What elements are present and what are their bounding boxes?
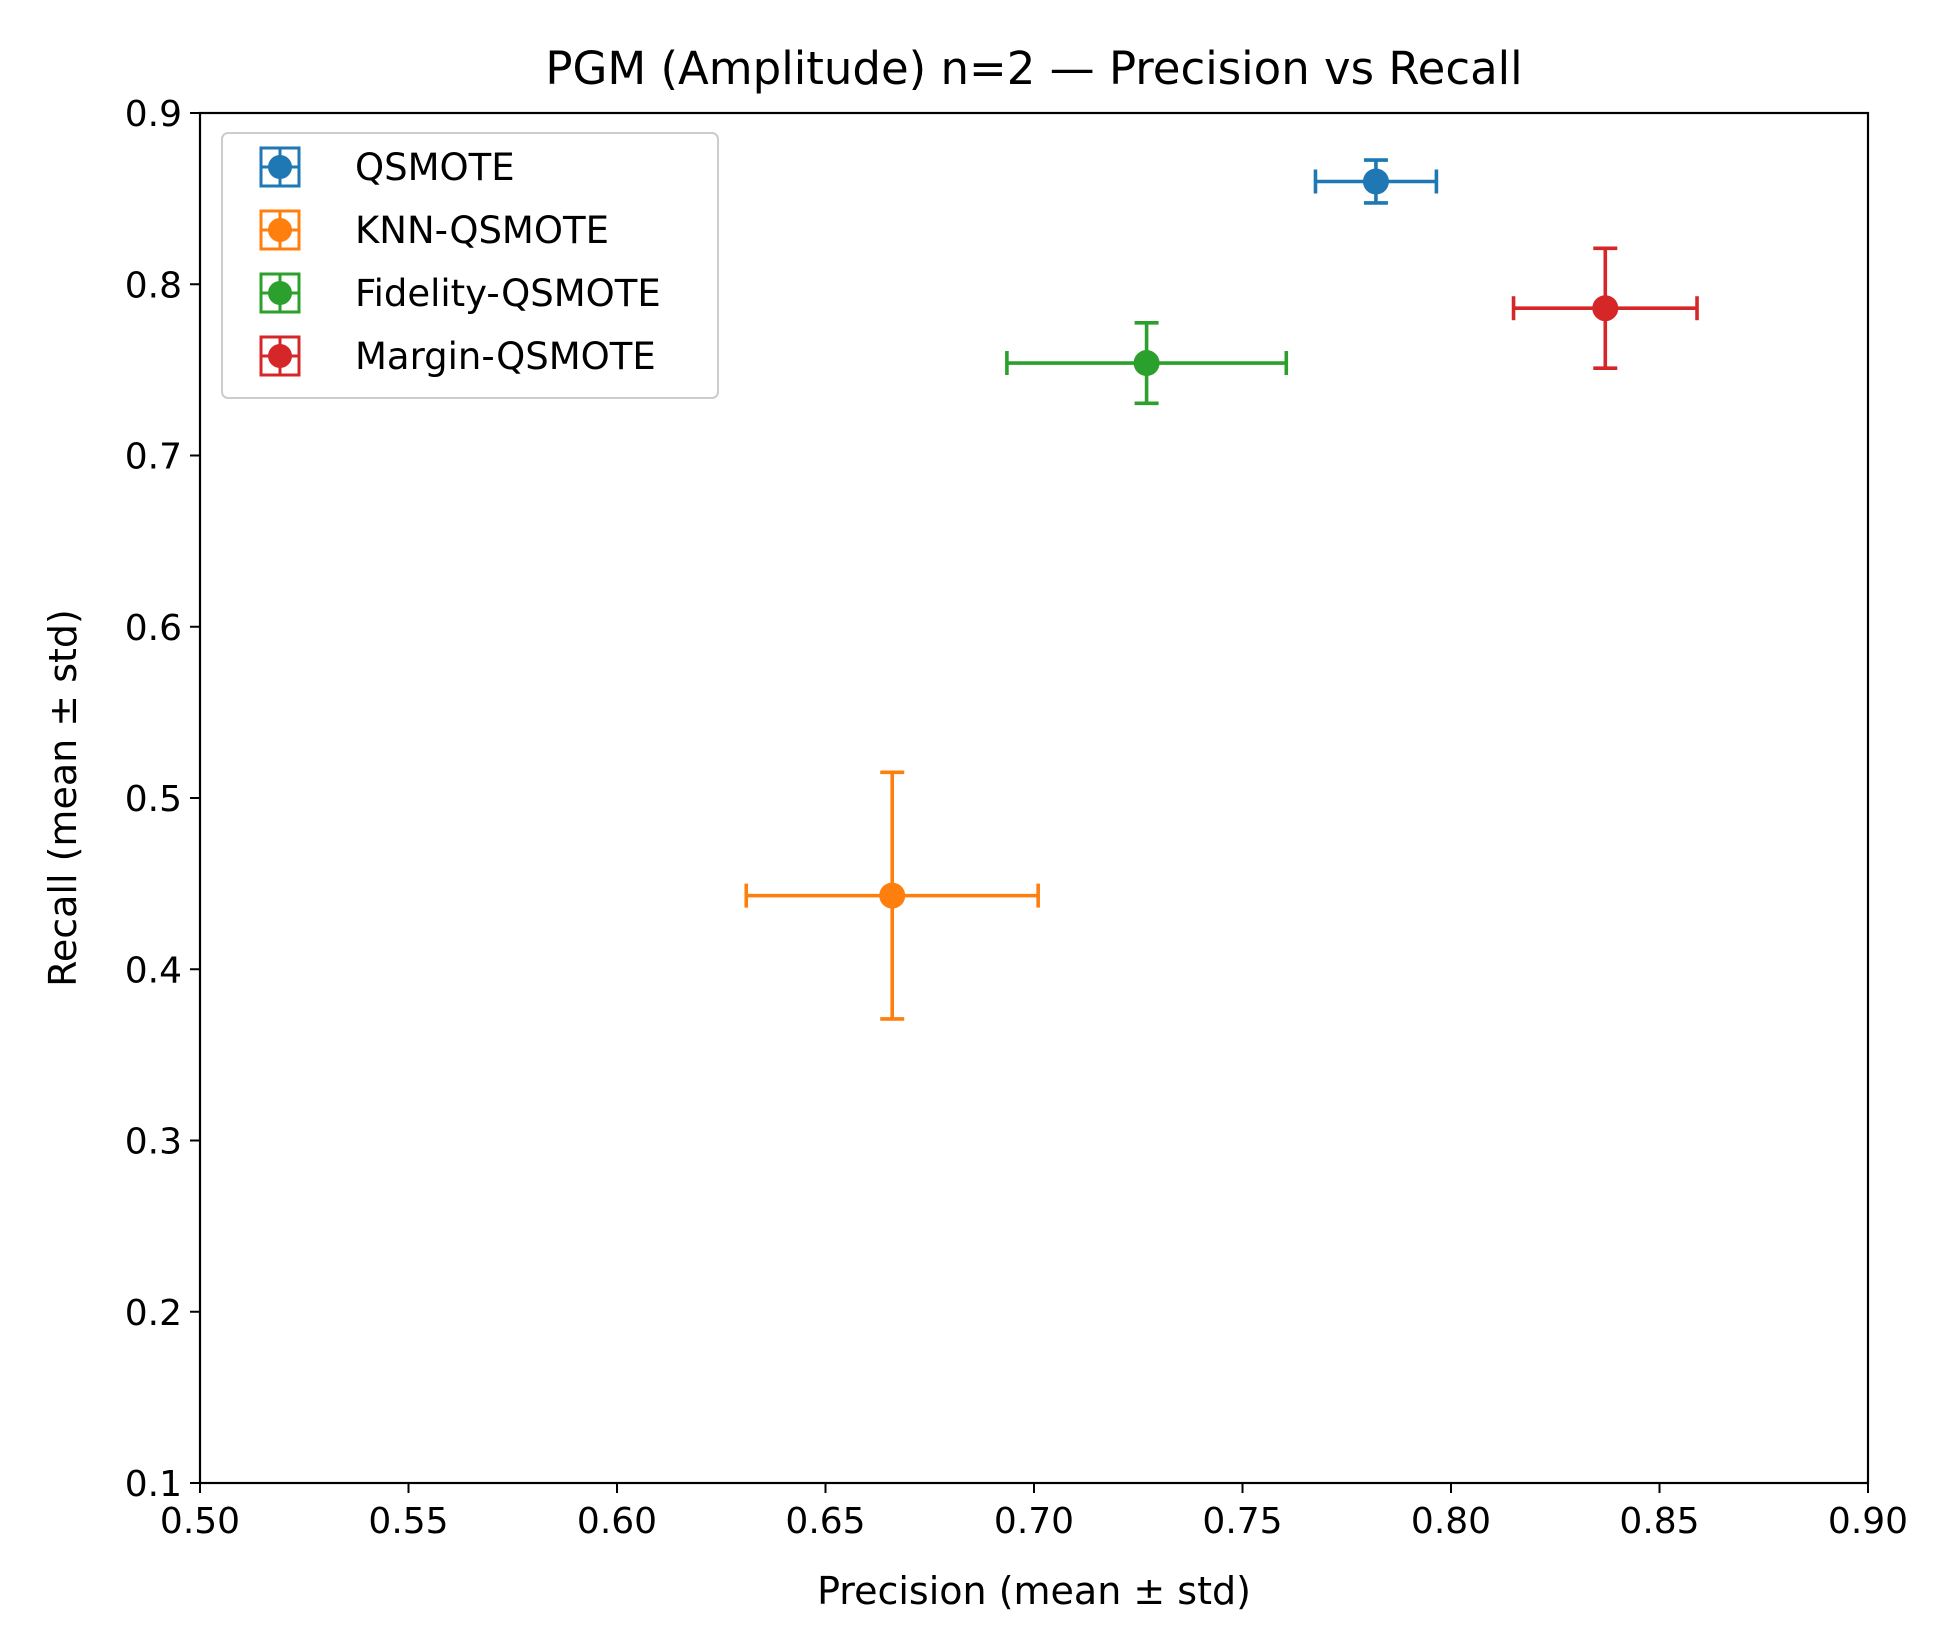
x-tick-label: 0.80 <box>1411 1501 1491 1542</box>
data-point <box>1362 168 1389 195</box>
x-tick-label: 0.60 <box>577 1501 657 1542</box>
series-layer <box>744 158 1699 1021</box>
y-tick-label: 0.6 <box>125 608 182 649</box>
y-tick-label: 0.5 <box>125 779 182 820</box>
y-tick-label: 0.9 <box>125 94 182 135</box>
y-tick-label: 0.1 <box>125 1464 182 1505</box>
y-tick-label: 0.3 <box>125 1122 182 1163</box>
y-tick-label: 0.7 <box>125 437 182 478</box>
data-point <box>879 882 906 909</box>
legend: QSMOTE KNN-QSMOTE Fidelity-QSMOTE Margin-QS… <box>221 132 719 399</box>
x-axis-label: Precision (mean ± std) <box>817 1569 1251 1613</box>
legend-marker-dot <box>268 218 292 242</box>
x-axis-ticks: 0.50 0.55 0.60 0.65 0.70 0.75 0.80 0.85 0.90 <box>160 1483 1908 1542</box>
y-tick-label: 0.4 <box>125 950 182 991</box>
x-tick-label: 0.65 <box>785 1501 865 1542</box>
legend-marker-dot <box>268 281 292 305</box>
legend-item-knn-qsmote: KNN-QSMOTE <box>259 209 609 252</box>
y-tick-label: 0.8 <box>125 265 182 306</box>
series-fidelity-qsmote <box>1005 320 1289 406</box>
legend-label: KNN-QSMOTE <box>355 209 609 252</box>
series-qsmote <box>1313 158 1439 205</box>
chart-title: PGM (Amplitude) n=2 — Precision vs Recal… <box>545 42 1522 95</box>
legend-item-fidelity-qsmote: Fidelity-QSMOTE <box>259 272 661 315</box>
y-axis-ticks: 0.1 0.2 0.3 0.4 0.5 0.6 0.7 0.8 0.9 <box>125 94 200 1505</box>
series-margin-qsmote <box>1511 246 1699 370</box>
x-tick-label: 0.90 <box>1828 1501 1908 1542</box>
y-tick-label: 0.2 <box>125 1293 182 1334</box>
x-tick-label: 0.50 <box>160 1501 240 1542</box>
x-tick-label: 0.75 <box>1202 1501 1282 1542</box>
legend-label: QSMOTE <box>355 146 515 189</box>
legend-label: Fidelity-QSMOTE <box>355 272 661 315</box>
legend-item-margin-qsmote: Margin-QSMOTE <box>259 335 656 378</box>
legend-label: Margin-QSMOTE <box>355 335 656 378</box>
legend-marker-dot <box>268 155 292 179</box>
legend-box <box>221 132 719 399</box>
series-knn-qsmote <box>744 770 1040 1021</box>
legend-item-qsmote: QSMOTE <box>259 146 515 189</box>
x-tick-label: 0.85 <box>1619 1501 1699 1542</box>
data-point <box>1133 350 1160 377</box>
legend-marker-dot <box>268 344 292 368</box>
x-tick-label: 0.55 <box>368 1501 448 1542</box>
y-axis-label: Recall (mean ± std) <box>41 609 85 987</box>
data-point <box>1592 295 1619 322</box>
x-tick-label: 0.70 <box>994 1501 1074 1542</box>
